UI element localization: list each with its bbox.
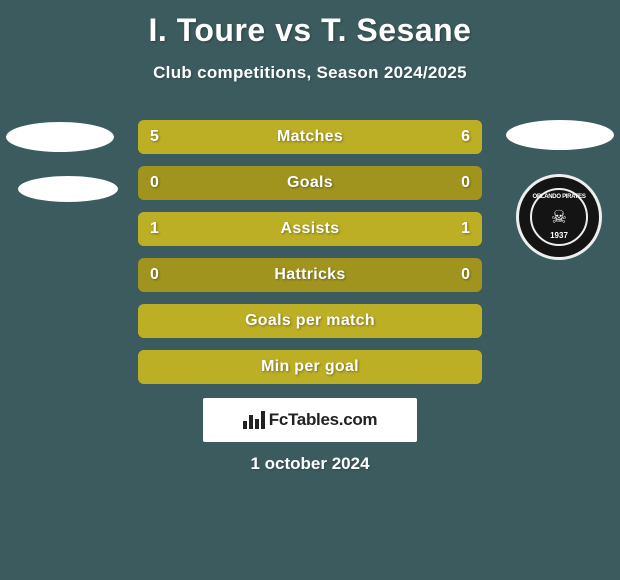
- fctables-brand-text: FcTables.com: [269, 410, 378, 430]
- player-left-badge-placeholder-2: [18, 176, 118, 202]
- stat-label: Min per goal: [138, 358, 482, 376]
- stat-row: 11Assists: [138, 212, 482, 246]
- player-left-badge-placeholder-1: [6, 122, 114, 152]
- club-right-year: 1937: [550, 231, 568, 240]
- stat-rows: 56Matches 00Goals 11Assists 00Hattricks Goal…: [138, 120, 482, 396]
- stat-row: Min per goal: [138, 350, 482, 384]
- player-right-badge-placeholder: [506, 120, 614, 150]
- stat-label: Goals: [138, 174, 482, 192]
- date-text: 1 october 2024: [0, 454, 620, 474]
- stat-row: 00Hattricks: [138, 258, 482, 292]
- bar-chart-icon: [243, 411, 265, 429]
- page-title: I. Toure vs T. Sesane: [0, 0, 620, 49]
- stat-row: 56Matches: [138, 120, 482, 154]
- skull-icon: ☠: [551, 208, 567, 226]
- club-right-name: ORLANDO PIRATES: [532, 194, 585, 200]
- stat-label: Hattricks: [138, 266, 482, 284]
- fctables-brand-box: FcTables.com: [203, 398, 417, 442]
- subtitle: Club competitions, Season 2024/2025: [0, 63, 620, 83]
- comparison-graphic: I. Toure vs T. Sesane Club competitions,…: [0, 0, 620, 580]
- stat-label: Matches: [138, 128, 482, 146]
- club-right-crest-inner: ORLANDO PIRATES ☠ 1937: [530, 188, 588, 246]
- stat-label: Goals per match: [138, 312, 482, 330]
- stat-row: 00Goals: [138, 166, 482, 200]
- stat-label: Assists: [138, 220, 482, 238]
- club-right-crest: ORLANDO PIRATES ☠ 1937: [516, 174, 602, 260]
- stat-row: Goals per match: [138, 304, 482, 338]
